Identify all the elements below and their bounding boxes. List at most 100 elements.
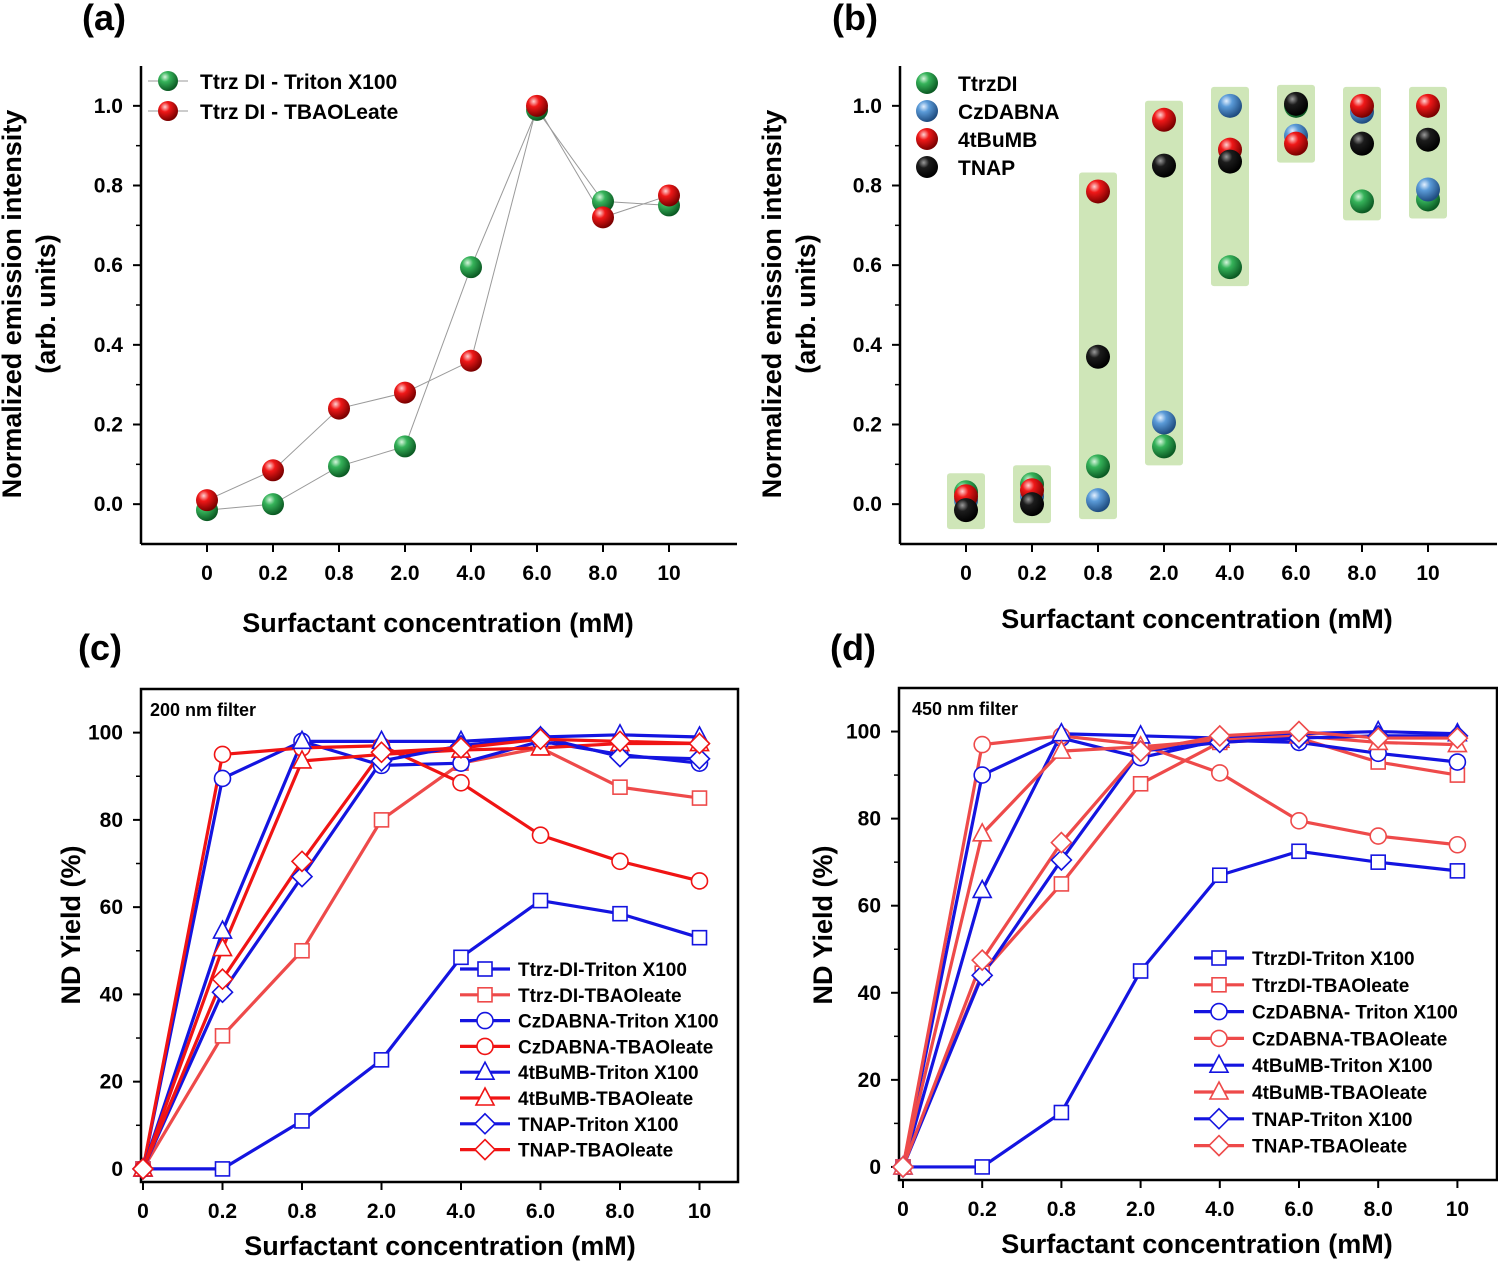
y-tick-label: 100 [846,721,881,744]
data-point-3-0 [954,498,978,523]
data-point-7-7 [688,732,711,755]
panel-label-a: (a) [82,0,126,38]
legend-d-marker-0 [1211,950,1227,966]
data-point-7-7 [1446,726,1469,750]
series-line-6 [141,735,700,1170]
data-point-1-6 [612,779,628,795]
x-tick-label: 8.0 [605,1200,634,1223]
data-point-0-6 [1350,189,1374,214]
data-point-6-6 [608,745,632,768]
data-point-3-1 [973,735,992,754]
legend-d-label-7: TNAP-TBAOleate [1252,1137,1407,1158]
data-point-7-4 [449,736,473,760]
data-point-6-7 [688,747,711,770]
data-point-7-6 [608,730,632,753]
data-point-6-1 [211,981,234,1004]
legend-a-marker-0 [158,71,178,91]
legend-b-marker-0 [916,72,938,94]
highlight-band-3 [1145,100,1183,466]
legend-d-label-2: CzDABNA- Triton X100 [1252,1003,1458,1024]
data-point-3-7 [1416,127,1440,152]
legend-c-marker-5 [474,1086,496,1106]
data-point-0-5 [532,892,549,909]
data-point-1-7 [658,184,680,207]
data-point-1-7 [1416,177,1440,202]
legend-d-label-5: 4tBuMB-TBAOleate [1252,1083,1427,1104]
legend-b-marker-3 [916,156,938,178]
data-point-5-2 [291,749,313,769]
y-tick-label: 80 [100,809,123,832]
legend-a-label-0: Ttrz DI - Triton X100 [200,71,397,94]
data-point-1-2 [294,942,310,959]
panel-d: (d) ND Yield (%) Surfactant concentratio… [808,627,1498,1259]
data-point-3-6 [1369,827,1387,845]
legend-c-label-6: TNAP-Triton X100 [518,1115,678,1136]
y-axis-title-line2-b: (arb. units) [791,234,821,374]
data-point-3-1 [1020,492,1044,517]
x-tick-label: 4.0 [446,1200,475,1223]
data-point-1-1 [214,1028,231,1044]
plot-area-d: 0 20 40 60 80 100 0 0.2 0.8 2.0 4.0 6.0 8.0 10 [846,686,1498,1221]
x-tick-label: 6.0 [1281,562,1310,585]
x-tick-label: 2.0 [1149,562,1178,585]
data-point-3-6 [611,852,629,871]
x-tick-label: 2.0 [390,562,419,585]
data-point-1-5 [526,94,548,117]
legend-d-label-0: TtrzDI-Triton X100 [1252,949,1415,970]
data-point-0-1 [214,1161,231,1177]
data-point-3-5 [1284,91,1308,116]
series-line-3 [901,734,1458,1168]
data-point-7-5 [1287,720,1311,743]
data-point-1-6 [592,206,614,229]
data-point-2-3 [1152,107,1176,132]
data-point-0-6 [612,905,628,922]
legend-c-marker-1 [477,986,493,1003]
series-line-2 [901,736,1458,1168]
y-tick-label: 0.2 [853,414,882,437]
data-point-1-2 [1086,488,1110,513]
plot-area-b: 0.0 0.2 0.4 0.6 0.8 1.0 0 0.2 0.8 2.0 4.0 6.0 8.0 10 [853,66,1497,585]
y-tick-label: 60 [858,895,881,918]
legend-c-label-0: Ttrz-DI-Triton X100 [518,960,687,981]
axis-title-y-b: Normalized emission intensity (arb. unit… [757,110,821,499]
data-point-3-7 [690,872,709,890]
data-point-2-2 [1086,179,1110,204]
data-point-0-6 [1370,854,1386,870]
x-tick-label: 0 [897,1198,909,1221]
legend-b-marker-1 [916,100,938,122]
x-tick-label: 0.2 [968,1198,997,1221]
legend-b-marker-2 [916,128,938,150]
data-point-7-1 [211,967,234,991]
legend-d-marker-5 [1208,1080,1230,1100]
data-point-1-2 [328,397,350,420]
legend-c-label-5: 4tBuMB-TBAOleate [518,1089,693,1110]
data-point-6-2 [1050,848,1073,872]
legend-d-marker-4 [1208,1053,1230,1073]
data-point-1-3 [1132,775,1149,792]
y-axis-title-c: ND Yield (%) [56,845,86,1004]
data-point-2-1 [213,769,232,788]
y-axis-title-line2-a: (arb. units) [31,234,61,374]
x-tick-label: 6.0 [1284,1198,1313,1221]
plot-area-c: 0 20 40 60 80 100 0 0.2 0.8 2.0 4.0 6.0 8.0 10 [88,687,740,1223]
legend-d-label-6: TNAP-Triton X100 [1252,1110,1412,1131]
data-point-3-1 [213,745,232,764]
x-tick-label: 0 [201,562,213,585]
data-point-2-7 [1448,753,1467,771]
legend-d-marker-2 [1210,1002,1228,1021]
data-point-1-4 [460,349,482,372]
series-line-0 [143,898,700,1171]
x-tick-label: 0.8 [1047,1198,1077,1221]
legend-b: TtrzDI CzDABNA 4tBuMB TNAP [916,72,1060,180]
x-tick-label: 4.0 [456,562,485,585]
data-point-2-5 [1284,131,1308,156]
data-point-6-2 [290,865,314,888]
x-tick-label: 10 [657,562,680,585]
x-axis-title-d: Surfactant concentration (mM) [1001,1229,1393,1259]
data-point-0-3 [1132,963,1149,979]
data-point-0-2 [328,455,350,478]
y-axis-title-line1-a: Normalized emission intensity [0,110,27,499]
axis-title-y-a: Normalized emission intensity (arb. unit… [0,110,61,499]
data-point-7-1 [971,948,994,972]
y-tick-label: 0.8 [853,175,883,198]
